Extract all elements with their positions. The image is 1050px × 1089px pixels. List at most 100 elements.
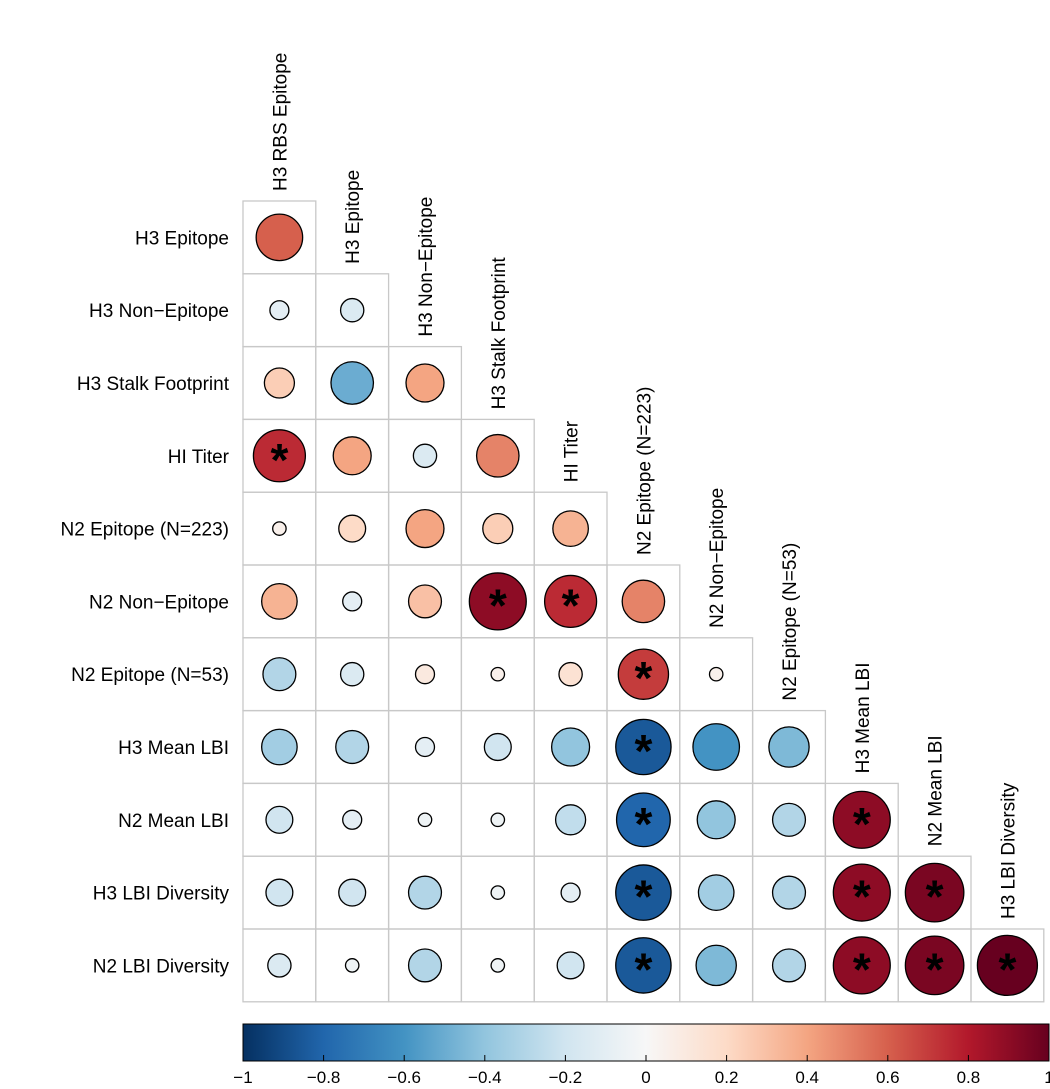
correlation-circle: [252, 429, 307, 483]
column-label: N2 Non−Epitope: [707, 488, 728, 628]
correlation-circle: [832, 863, 891, 922]
colorbar-tick-label: −1: [233, 1068, 252, 1087]
correlation-circle: [261, 728, 298, 766]
significance-marker: *: [634, 798, 652, 850]
correlation-circle: [692, 723, 741, 771]
correlation-circle: [696, 800, 736, 840]
column-label: N2 Mean LBI: [926, 735, 947, 846]
correlation-circle: [832, 936, 891, 995]
correlation-circle: [695, 944, 737, 987]
correlation-circle: [339, 661, 365, 687]
colorbar-tick-label: −0.4: [468, 1068, 502, 1087]
correlation-circle: [771, 802, 807, 837]
correlation-circle: [414, 664, 436, 685]
matrix-cell: [970, 928, 1045, 1003]
significance-marker: *: [634, 871, 652, 923]
colorbar-tick-label: 0.8: [957, 1068, 981, 1087]
correlation-circle: [272, 521, 287, 536]
correlation-circle: [265, 805, 294, 834]
correlation-circle: [554, 804, 587, 836]
correlation-circle: [558, 661, 583, 687]
row-label: H3 Mean LBI: [118, 738, 229, 759]
row-label: HI Titer: [168, 447, 230, 468]
correlation-circle: [417, 812, 433, 828]
matrix-circles: * * * * * * * * * * * * * *: [252, 213, 1039, 997]
correlation-circle: [267, 953, 292, 978]
correlation-circle: [771, 875, 807, 910]
correlation-circle: [617, 648, 670, 700]
significance-marker: *: [853, 871, 871, 923]
correlation-circle: [976, 934, 1039, 997]
significance-marker: *: [926, 943, 944, 995]
significance-marker: *: [853, 943, 871, 995]
correlation-circle: [414, 736, 436, 758]
matrix-labels: H3 Epitope H3 Non−Epitope H3 Stalk Footpri…: [61, 53, 1020, 978]
correlation-circle: [261, 583, 298, 620]
column-label: HI Titer: [562, 420, 583, 482]
significance-marker: *: [853, 798, 871, 850]
correlation-circle: [342, 809, 363, 830]
correlation-circle: [832, 790, 891, 849]
correlation-circle: [344, 958, 360, 973]
colorbar-tick-label: 0: [641, 1068, 650, 1087]
correlation-circle: [339, 297, 365, 323]
matrix-grid: [242, 200, 1045, 1003]
row-label: H3 Non−Epitope: [89, 301, 229, 322]
significance-marker: *: [634, 652, 652, 704]
correlation-circle: [556, 951, 585, 980]
correlation-circle: [407, 584, 443, 619]
colorbar-tick-label: −0.2: [549, 1068, 583, 1087]
column-label: N2 Epitope (N=53): [780, 543, 801, 701]
colorbar-tick-label: 0.2: [715, 1068, 739, 1087]
correlation-circle: [475, 433, 520, 478]
correlation-circle: [550, 727, 591, 767]
correlation-circle: [412, 443, 438, 469]
significance-marker: *: [998, 943, 1016, 995]
correlation-circle: [560, 882, 581, 903]
correlation-circle: [405, 363, 445, 403]
correlation-circle: [904, 862, 965, 923]
row-label: H3 LBI Diversity: [93, 884, 230, 905]
significance-marker: *: [926, 871, 944, 923]
correlation-circle: [490, 666, 506, 682]
column-label: H3 RBS Epitope: [270, 53, 291, 191]
column-label: H3 LBI Diversity: [998, 782, 1019, 919]
correlation-circle: [615, 718, 672, 776]
correlation-circle: [468, 572, 527, 631]
column-label: N2 Epitope (N=223): [634, 387, 655, 555]
column-label: H3 Non−Epitope: [416, 197, 437, 337]
correlation-circle: [332, 436, 372, 476]
significance-marker: *: [562, 579, 580, 631]
significance-marker: *: [270, 434, 288, 486]
row-label: N2 Epitope (N=53): [71, 665, 229, 686]
correlation-circle: [552, 510, 589, 547]
row-label: N2 LBI Diversity: [93, 956, 230, 977]
row-label: N2 Mean LBI: [118, 811, 229, 832]
correlation-circle: [269, 300, 290, 321]
correlation-circle: [407, 948, 443, 983]
significance-marker: *: [634, 725, 652, 777]
row-label: H3 Stalk Footprint: [77, 374, 230, 395]
correlation-circle: [490, 958, 506, 973]
correlation-circle: [265, 878, 294, 907]
column-label: H3 Epitope: [343, 170, 364, 264]
colorbar-tick-label: 1: [1044, 1068, 1050, 1087]
correlation-circle: [482, 512, 514, 545]
row-label: N2 Non−Epitope: [89, 592, 229, 613]
correlation-circle: [615, 864, 672, 921]
correlation-circle: [490, 885, 506, 900]
correlation-circle: [262, 657, 297, 692]
correlation-circle: [263, 367, 296, 399]
correlation-circle: [255, 213, 304, 262]
correlation-circle: [338, 514, 367, 543]
correlation-circle: [405, 508, 445, 549]
correlation-circle: [615, 792, 671, 848]
correlation-circle: [621, 579, 666, 624]
correlation-circle: [490, 812, 506, 828]
colorbar-tick-label: −0.8: [307, 1068, 341, 1087]
significance-marker: *: [634, 943, 652, 995]
row-label: N2 Epitope (N=223): [61, 520, 229, 541]
correlation-circle: [407, 875, 443, 910]
correlation-circle: [330, 361, 375, 405]
